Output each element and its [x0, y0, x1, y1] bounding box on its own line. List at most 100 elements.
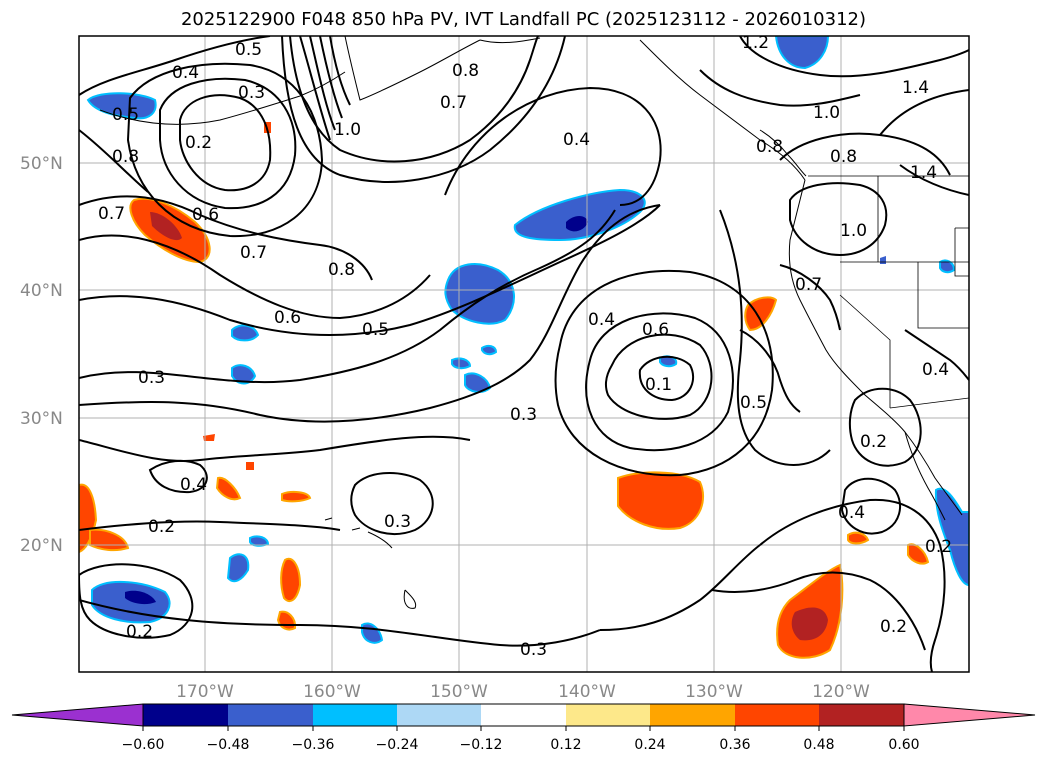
contour-label: 0.4 [922, 360, 949, 380]
lon-label-130w: 130°W [685, 682, 743, 702]
colorbar-tick-label: −0.36 [292, 737, 335, 753]
contour-label: 0.2 [925, 537, 952, 557]
contour-label: 0.8 [328, 260, 355, 280]
contour-label: 0.6 [642, 320, 669, 340]
contour-label: 0.8 [452, 61, 479, 81]
colorbar-tick-labels: −0.60 −0.48 −0.36 −0.24 −0.12 0.12 0.24 … [122, 737, 920, 753]
boundaries [808, 175, 969, 409]
contour-ne-1.2 [739, 36, 969, 78]
contour-sw-0.2 [79, 563, 194, 639]
contour-east-0.2 [848, 387, 922, 467]
map-border [78, 35, 970, 673]
contour-label: 0.2 [148, 517, 175, 537]
coastline-aleutians [99, 71, 346, 125]
contour-0.4-central [79, 209, 616, 384]
colorbar-segment [228, 704, 313, 726]
map-background [79, 36, 969, 672]
contour-low-central-0.5 [554, 269, 774, 477]
contour-alaska-1.0 [289, 36, 539, 163]
colorbar-segment [313, 704, 397, 726]
contour-label: 1.0 [334, 120, 361, 140]
pv-blob-se-core [791, 607, 828, 641]
pv-blob-south-1 [280, 557, 302, 603]
contour-ne-1.4 [879, 89, 969, 196]
latitude-labels: 50°N 40°N 30°N 20°N [20, 154, 63, 556]
contour-alaska-1 [299, 36, 351, 141]
colorbar-segment [397, 704, 481, 726]
pv-blob-mid-1 [231, 324, 260, 342]
longitude-labels: 170°W 160°W 150°W 140°W 130°W 120°W [176, 682, 870, 702]
contour-se-0.2-b [711, 571, 926, 651]
colorbar-tick-label: −0.60 [122, 737, 165, 753]
pv-blob-small-1 [215, 476, 242, 501]
contour-label: 0.2 [185, 133, 212, 153]
contour-label: 0.7 [440, 93, 467, 113]
contour-label: 0.4 [180, 475, 207, 495]
pv-blob-south-blue-3 [249, 535, 270, 547]
contour-label: 0.7 [795, 275, 822, 295]
contour-0.4-north [444, 86, 662, 206]
contour-low-nw-0.4 [126, 62, 324, 238]
contour-low-nw-0.2 [179, 94, 272, 192]
contour-label: 0.1 [645, 375, 672, 395]
contour-nw-0.7 [79, 195, 373, 281]
pv-blob-40n-blue [444, 263, 516, 325]
contour-low-central-0.1 [638, 355, 695, 402]
lon-label-140w: 140°W [558, 682, 616, 702]
colorbar-tick-label: 0.12 [550, 737, 581, 753]
contour-label: 0.3 [510, 405, 537, 425]
contour-label: 0.5 [362, 320, 389, 340]
contour-label: 0.7 [240, 243, 267, 263]
colorbar-extend-left [11, 703, 144, 727]
pv-blob-top-right [774, 36, 830, 70]
colorbar-extend-right [903, 703, 1036, 727]
colorbar-segment [735, 704, 819, 726]
colorbar-segment [481, 704, 566, 726]
pv-blob-central-red [617, 471, 705, 530]
contour-ne-0.8 [779, 132, 951, 176]
contour-label: 1.4 [910, 163, 937, 183]
contour-south-0.2 [599, 544, 761, 631]
colorbar-tick-label: 0.24 [634, 737, 665, 753]
colorbar: −0.60 −0.48 −0.36 −0.24 −0.12 0.12 0.24 … [11, 703, 1036, 753]
colorbar-tick-label: −0.12 [460, 737, 503, 753]
lat-label-30n: 30°N [20, 409, 63, 429]
contour-label: 0.4 [172, 63, 199, 83]
lon-label-170w: 170°W [176, 682, 234, 702]
contour-low-nw-0.3 [159, 77, 297, 210]
colorbar-segment [143, 704, 228, 726]
colorbar-tick-label: 0.36 [719, 737, 750, 753]
pv-contours [79, 36, 969, 672]
coastline-hawaii [324, 517, 417, 609]
contour-label: 0.4 [563, 130, 590, 150]
colorbar-segment [819, 704, 904, 726]
contour-label: 1.0 [813, 103, 840, 123]
border-us-mexico [889, 397, 969, 409]
coastline-baja [904, 431, 946, 521]
contour-0.3-south [79, 435, 471, 462]
positive-pv-regions [79, 122, 930, 659]
colorbar-tick-label: −0.24 [376, 737, 419, 753]
contour-se-0.2 [759, 498, 946, 672]
contour-nw-0.6 [79, 234, 431, 320]
contour-east-0.4 [719, 209, 831, 466]
colorbar-segment [566, 704, 650, 726]
pv-blob-coast-3 [847, 531, 870, 545]
colorbar-outline [142, 703, 905, 727]
contour-label: 1.0 [840, 221, 867, 241]
contour-label: 0.8 [756, 137, 783, 157]
pv-blob-south-blue [226, 553, 250, 583]
contour-label: 1.4 [902, 78, 929, 98]
contour-coast-0.7 [779, 264, 841, 331]
contour-label: 0.2 [126, 622, 153, 642]
contour-nw-0.5 [79, 36, 271, 96]
pv-blob-mid-4 [451, 357, 472, 370]
pv-blob-sw-core [125, 590, 156, 605]
pv-blob-sw-blue [91, 580, 171, 624]
contour-label: 0.5 [740, 393, 767, 413]
contour-0.3-central [79, 204, 661, 423]
contour-east-0.5 [739, 329, 801, 413]
contour-label: 0.2 [860, 432, 887, 452]
contour-labels: 0.5 0.4 0.3 0.2 0.5 0.8 0.7 0.6 0.7 0.8 … [98, 36, 952, 660]
contour-label: 0.4 [838, 503, 865, 523]
